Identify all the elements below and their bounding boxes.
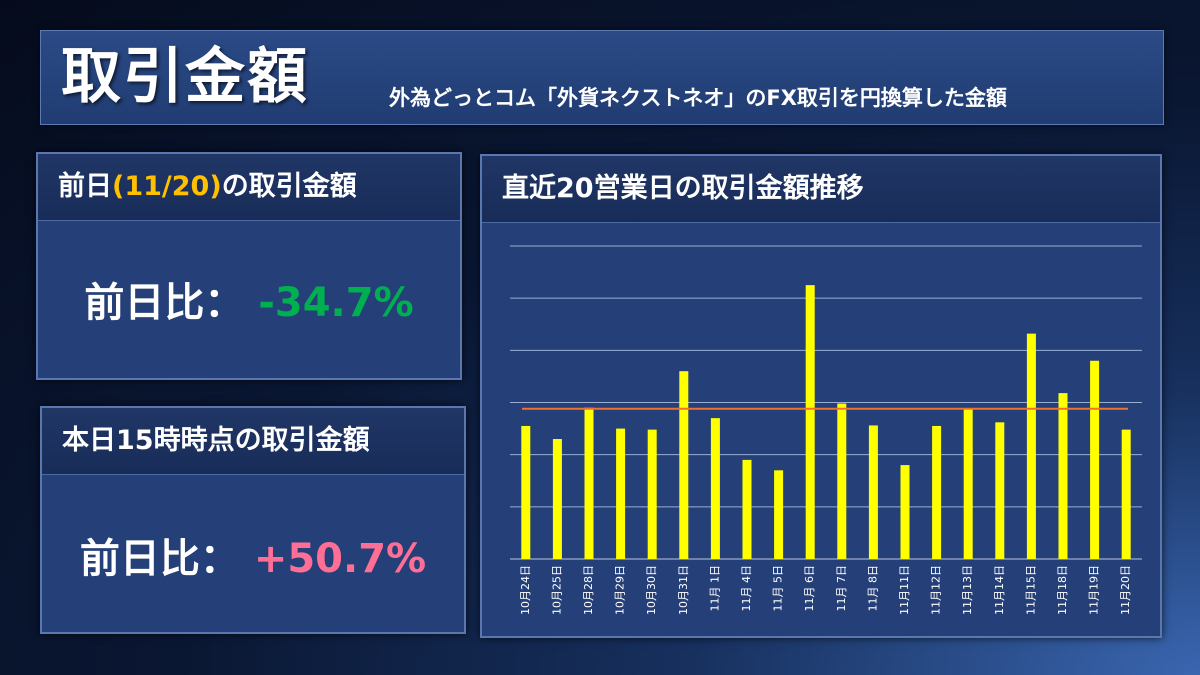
x-tick-label: 10月24日	[519, 565, 532, 615]
x-tick-label: 10月29日	[614, 565, 627, 615]
panel-chart-title: 直近20営業日の取引金額推移	[482, 156, 1160, 223]
bar	[805, 285, 815, 559]
x-tick-label: 11月13日	[961, 565, 974, 615]
x-tick-label: 11月15日	[1024, 565, 1037, 615]
bar	[710, 418, 720, 559]
previous-day-ratio: 前日比： -34.7%	[38, 270, 460, 328]
bar	[837, 403, 847, 559]
panel-previous-day-title: 前日(11/20)の取引金額	[38, 154, 460, 221]
bar	[521, 425, 531, 559]
bar	[932, 425, 942, 559]
bar	[1121, 429, 1131, 559]
bar	[1026, 333, 1036, 559]
x-tick-label: 11月 4日	[740, 565, 753, 612]
bar	[868, 425, 878, 559]
x-tick-label: 11月18日	[1056, 565, 1069, 615]
panel-chart: 直近20営業日の取引金額推移 10月24日 10月25日 10月28日 10月29日 1…	[480, 154, 1162, 638]
x-tick-label: 11月20日	[1119, 565, 1132, 615]
bar	[1058, 393, 1068, 559]
x-tick-label: 10月28日	[582, 565, 595, 615]
x-tick-label: 10月30日	[645, 565, 658, 615]
x-tick-label: 11月14日	[993, 565, 1006, 615]
x-tick-label: 11月11日	[898, 565, 911, 615]
ratio-label: 前日比：	[79, 536, 240, 582]
bar	[679, 371, 689, 559]
x-tick-label: 10月25日	[550, 565, 563, 615]
panel-previous-day: 前日(11/20)の取引金額 前日比： -34.7%	[36, 152, 462, 380]
bar	[963, 408, 973, 559]
bar	[742, 459, 752, 559]
panel-title-prefix: 前日	[58, 171, 112, 202]
bar	[552, 439, 562, 559]
ratio-value-negative: -34.7%	[258, 280, 414, 326]
panel-today: 本日15時時点の取引金額 前日比： +50.7%	[40, 406, 466, 634]
ratio-value-positive: +50.7%	[253, 536, 427, 582]
x-tick-label: 11月 1日	[708, 565, 721, 612]
x-tick-label: 11月 6日	[803, 565, 816, 612]
bar	[1090, 360, 1100, 559]
x-tick-label: 10月31日	[677, 565, 690, 615]
bar	[616, 428, 626, 559]
page-title: 取引金額	[61, 42, 309, 112]
bar	[584, 407, 594, 559]
panel-title-suffix: の取引金額	[221, 171, 357, 202]
x-tick-label: 11月12日	[930, 565, 943, 615]
x-tick-label: 11月19日	[1088, 565, 1101, 615]
bar	[647, 429, 657, 559]
x-tick-label: 11月 5日	[772, 565, 785, 612]
panel-today-title: 本日15時時点の取引金額	[42, 408, 464, 475]
bar	[900, 465, 910, 559]
header-banner: 取引金額 外為どっとコム「外貨ネクストネオ」のFX取引を円換算した金額	[40, 30, 1164, 125]
page-subtitle: 外為どっとコム「外貨ネクストネオ」のFX取引を円換算した金額	[389, 86, 1007, 110]
bar-chart: 10月24日 10月25日 10月28日 10月29日 10月30日 10月31日 11月 …	[510, 245, 1142, 615]
ratio-label: 前日比：	[84, 280, 245, 326]
bar	[774, 470, 784, 559]
bar	[995, 422, 1005, 559]
today-ratio: 前日比： +50.7%	[42, 526, 464, 584]
x-tick-label: 11月 8日	[866, 565, 879, 612]
panel-title-date: (11/20)	[112, 171, 222, 202]
x-tick-label: 11月 7日	[835, 565, 848, 612]
